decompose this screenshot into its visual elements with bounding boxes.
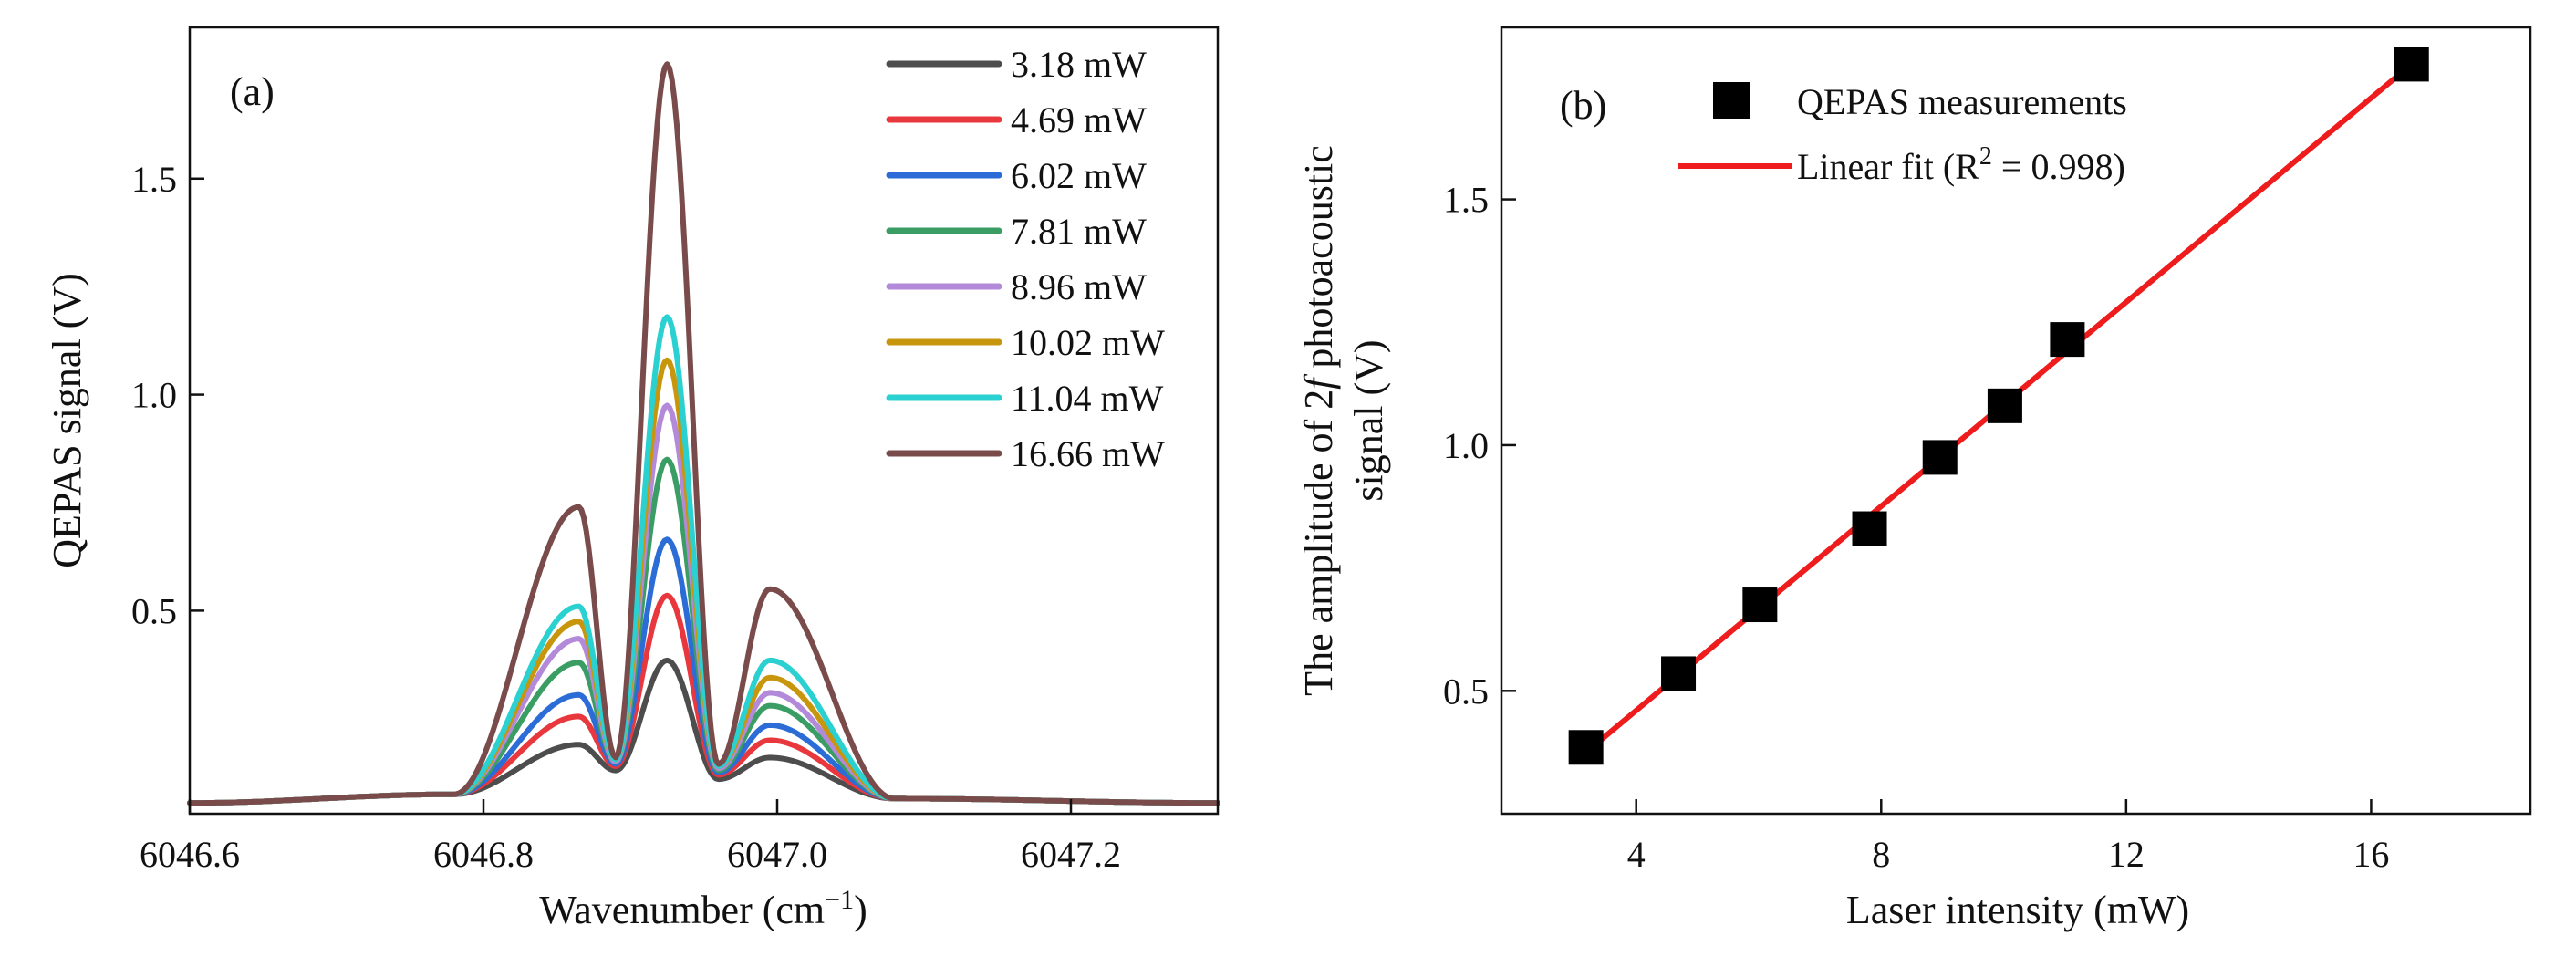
- panel-a-legend-label: 11.04 mW: [1011, 378, 1164, 419]
- panel-a-x-tick-label: 6046.8: [433, 834, 534, 875]
- panel-b-y-tick-label: 0.5: [1443, 671, 1489, 712]
- panel-a-x-tick-label: 6047.0: [727, 834, 827, 875]
- panel-a-x-tick-label: 6046.6: [140, 834, 240, 875]
- panel-a-y-tick-label: 1.0: [131, 375, 177, 416]
- panel-b-points-group: [1568, 47, 2429, 765]
- panel-a-series-line-7: [187, 61, 1220, 806]
- panel-b-x-tick-label: 16: [2353, 834, 2389, 875]
- panel-a-plot-frame: [188, 26, 1220, 816]
- panel-b-y-tick-label: 1.0: [1443, 425, 1489, 466]
- panel-b-x-tick-label: 8: [1872, 834, 1890, 875]
- panel-a-series-group: [187, 61, 1220, 806]
- panel-b-data-point: [1568, 730, 1604, 765]
- panel-b-plot-frame: [1500, 26, 2532, 816]
- panel-a-x-tick-label: 6047.2: [1021, 834, 1121, 875]
- panel-a-legend-label: 7.81 mW: [1011, 211, 1147, 252]
- panel-a-legend-label: 6.02 mW: [1011, 155, 1147, 196]
- panel-b-data-point: [2050, 322, 2085, 358]
- panel-b-x-tick-label: 4: [1627, 834, 1646, 875]
- panel-a-legend-label: 10.02 mW: [1011, 322, 1165, 363]
- panel-b-legend-points-label: QEPAS measurements: [1797, 81, 2127, 122]
- panel-b-legend-marker: [1713, 82, 1750, 119]
- panel-b-data-point: [1661, 656, 1697, 691]
- panel-b-y-axis-title: The amplitude of 2f photoacousticsignal …: [1296, 145, 1391, 696]
- panel-b-data-point: [1742, 587, 1778, 623]
- panel-b-data-point: [1987, 388, 2022, 423]
- panel-b-ticks: 4 8 12 16 0.5 1.0 1.5: [1443, 180, 2389, 875]
- panel-a-legend-label: 4.69 mW: [1011, 99, 1147, 140]
- panel-a-ticks: 6046.6 6046.8 6047.0 6047.2 0.5 1.0 1.5: [131, 159, 1121, 875]
- panel-b-y-tick-label: 1.5: [1443, 180, 1489, 221]
- panel-a-legend-label: 16.66 mW: [1011, 433, 1165, 474]
- panel-a-line-chart: 6046.6 6046.8 6047.0 6047.2 0.5 1.0 1.5 (a) 3.…: [45, 26, 1220, 932]
- panel-b-label: (b): [1560, 83, 1606, 128]
- panel-b-data-point: [1922, 440, 1958, 475]
- panel-b-scatter-chart: 4 8 12 16 0.5 1.0 1.5 (b) QEPAS measurements L…: [1296, 26, 2532, 932]
- panel-a-y-axis-title: QEPAS signal (V): [45, 273, 89, 568]
- panel-a-legend-label: 3.18 mW: [1011, 44, 1147, 85]
- panel-a-y-tick-label: 1.5: [131, 159, 177, 200]
- panel-b-data-point: [2394, 47, 2429, 82]
- panel-a-legend-label: 8.96 mW: [1011, 266, 1147, 307]
- panel-a-y-tick-label: 0.5: [131, 590, 177, 631]
- panel-a-x-axis-title: Wavenumber (cm−1): [539, 885, 867, 932]
- panel-b-x-axis-title: Laser intensity (mW): [1846, 888, 2189, 932]
- panel-a-legend: 3.18 mW 4.69 mW 6.02 mW 7.81 mW 8.96 mW 10.02…: [886, 44, 1165, 474]
- panel-a-label: (a): [230, 69, 275, 114]
- panel-b-data-point: [1852, 511, 1887, 546]
- panel-b-legend-fit-label: Linear fit (R2 = 0.998): [1797, 142, 2125, 187]
- panel-b-x-tick-label: 12: [2108, 834, 2145, 875]
